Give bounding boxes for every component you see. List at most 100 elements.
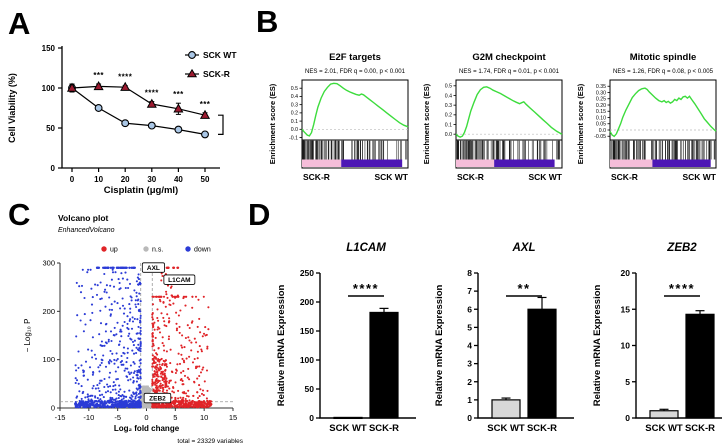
series-line-SCK WT — [71, 87, 206, 135]
legend-dot-n.s. — [143, 246, 149, 252]
gsea-stats: NES = 2.01, FDR q = 0.00, p < 0.001 — [305, 68, 406, 75]
gsea-y-tick-label: 0.15 — [596, 109, 606, 115]
bar-SCK-R — [369, 311, 399, 419]
y-axis-title: Cell Viability (%) — [7, 73, 17, 143]
gene-label-ZEB2: ZEB2 — [149, 396, 166, 403]
gsea-y-tick-label: 0.0 — [291, 127, 298, 133]
gsea-plot-e2f-targets: E2F targets NES = 2.01, FDR q = 0.00, p <… — [266, 46, 414, 188]
gsea-y-tick-label: 0.5 — [445, 84, 452, 90]
points-down — [74, 268, 142, 409]
y-tick-label: 0 — [625, 413, 630, 423]
volcano-scatter-plot: Volcano plot EnhancedVolcano up n.s. down 0 10… — [23, 213, 244, 445]
y-tick-label: 100 — [42, 84, 56, 93]
phenotype-bar-purple — [494, 159, 555, 167]
enrichment-curve — [609, 87, 717, 138]
gsea-y-tick-label: 0.10 — [596, 115, 606, 121]
y-axis-title: Relative mRNA Expression — [592, 285, 603, 407]
significance-stars: *** — [93, 71, 104, 80]
panel-c: C Volcano plot EnhancedVolcano up n.s. down 0… — [0, 195, 245, 447]
gsea-y-tick-label: 0.1 — [445, 122, 452, 128]
gsea-y-axis-title: Enrichment score (ES) — [576, 83, 585, 164]
enrichment-curve — [301, 82, 409, 137]
hit-marks — [611, 140, 716, 160]
gsea-y-axis-title: Enrichment score (ES) — [268, 83, 277, 164]
gsea-y-tick-label: 0.30 — [596, 90, 606, 96]
y-tick-label: 15 — [621, 304, 631, 314]
gsea-y-tick-label: 0.3 — [445, 103, 452, 109]
legend-r-marker — [186, 68, 198, 78]
y-tick-label: 4 — [467, 341, 472, 351]
x-tick-label: 0 — [144, 413, 148, 422]
volcano-subtitle: EnhancedVolcano — [58, 227, 115, 234]
gene-label-box-AXL — [141, 262, 165, 273]
phenotype-bar-pink — [302, 159, 342, 167]
gsea-left-group-label: SCK-R — [303, 172, 330, 182]
panel-a: A 0 50 100 150 0 10 20 30 40 50 Cisplatin (μg/ml) C… — [0, 0, 242, 195]
gene-title: ZEB2 — [666, 242, 697, 254]
qpcr-chart-svg: ZEB2 Relative mRNA Expression 0 5 10 15 20 SCK … — [592, 242, 722, 434]
y-tick-label: 2 — [467, 377, 472, 387]
legend-label-down: down — [194, 247, 211, 254]
r-data-point — [146, 98, 157, 108]
gsea-y-tick-label: 0.2 — [445, 113, 452, 119]
legend-dot-up — [101, 246, 107, 252]
gsea-right-group-label: SCK WT — [528, 172, 562, 182]
y-tick-label: 7 — [467, 286, 472, 296]
y-tick-label: 0 — [51, 164, 56, 173]
y-tick-label: 10 — [621, 341, 631, 351]
significance-stars: ** — [517, 281, 530, 296]
legend-dot-down — [185, 246, 191, 252]
points-down — [100, 271, 132, 337]
gsea-plot-svg: G2M checkpoint NES = 1.74, FDR q = 0.01, … — [422, 52, 563, 182]
cell-viability-line-chart: 0 50 100 150 0 10 20 30 40 50 Cisplatin (μg/ml) Cel… — [7, 44, 237, 195]
x-tick-label: 0 — [70, 175, 75, 184]
gsea-y-tick-label: 0.05 — [596, 122, 606, 128]
significance-stars: **** — [118, 73, 133, 82]
r-data-point — [66, 82, 78, 92]
gsea-y-tick-label: 0.4 — [445, 93, 452, 99]
significance-stars: **** — [353, 281, 379, 296]
y-tick-label: 3 — [467, 359, 472, 369]
phenotype-bar-pink — [456, 159, 495, 167]
y-tick-label: 200 — [42, 307, 55, 316]
r-data-point — [199, 109, 211, 119]
points-down-capped — [95, 266, 136, 269]
y-tick-label: 250 — [300, 268, 314, 278]
legend-label-n.s.: n.s. — [152, 247, 163, 254]
r-data-point — [93, 80, 104, 91]
x-tick-label: -15 — [55, 413, 66, 422]
gsea-stats: NES = 1.26, FDR q = 0.08, p < 0.005 — [613, 68, 714, 75]
x-tick-label: 50 — [201, 175, 210, 184]
y-tick-label: 0 — [467, 413, 472, 423]
wt-data-point — [147, 121, 156, 130]
x-category-label: SCK WT — [487, 423, 525, 434]
panel-d-label: D — [248, 197, 271, 232]
x-tick-label: -10 — [83, 413, 94, 422]
y-tick-label: 200 — [300, 297, 314, 307]
y-tick-label: 20 — [621, 268, 631, 278]
bar-SCK WT — [491, 399, 521, 419]
panel-b: B E2F targets NES = 2.01, FDR q = 0.00, p… — [242, 0, 722, 195]
wt-data-point — [201, 130, 209, 139]
gsea-y-tick-label: 0.0 — [599, 128, 606, 134]
gsea-y-tick-label: 0.3 — [291, 102, 298, 108]
y-tick-label: 8 — [467, 268, 472, 278]
gsea-left-group-label: SCK-R — [611, 172, 638, 182]
x-tick-label: 10 — [200, 413, 208, 422]
gsea-y-tick-label: -0.1 — [289, 135, 298, 141]
gsea-plot-svg: Mitotic spindle NES = 1.26, FDR q = 0.08,… — [576, 52, 717, 182]
gsea-y-tick-label: 0.35 — [596, 84, 606, 90]
legend-r-label: SCK-R — [203, 69, 230, 79]
gsea-title: E2F targets — [329, 52, 381, 63]
y-tick-label: 100 — [42, 355, 55, 364]
significance-stars: **** — [145, 89, 160, 98]
phenotype-bar-purple — [652, 159, 711, 167]
bar-SCK-R — [527, 308, 557, 419]
r-data-point — [173, 103, 184, 113]
gsea-plot-svg: E2F targets NES = 2.01, FDR q = 0.00, p <… — [268, 52, 409, 182]
y-tick-label: 150 — [42, 44, 56, 53]
gene-title: L1CAM — [346, 242, 386, 254]
y-axis-title: Relative mRNA Expression — [276, 285, 287, 407]
phenotype-bar-purple — [341, 159, 403, 167]
gsea-right-group-label: SCK WT — [682, 172, 716, 182]
